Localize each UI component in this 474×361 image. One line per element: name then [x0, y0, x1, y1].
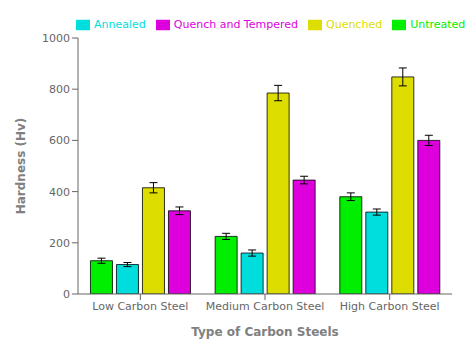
svg-text:0: 0 — [63, 288, 70, 301]
html-text:Quench and Tempered: Quench and Tempered — [173, 18, 298, 31]
svg-text:1000: 1000 — [42, 32, 70, 45]
svg-text:600: 600 — [49, 134, 70, 147]
svg-text:Low Carbon Steel: Low Carbon Steel — [92, 300, 188, 313]
svg-text:Type of Carbon Steels: Type of Carbon Steels — [191, 325, 338, 339]
svg-text:800: 800 — [49, 83, 70, 96]
svg-text:400: 400 — [49, 186, 70, 199]
svg-text:High Carbon Steel: High Carbon Steel — [340, 300, 440, 313]
html-text:Quenched: Quenched — [326, 18, 383, 31]
svg-text:200: 200 — [49, 237, 70, 250]
html-text:Annealed: Annealed — [94, 18, 146, 31]
html-text:Untreated: Untreated — [410, 18, 466, 31]
svg-text:Hardness (Hv): Hardness (Hv) — [14, 118, 28, 215]
svg-text:Medium Carbon Steel: Medium Carbon Steel — [206, 300, 325, 313]
